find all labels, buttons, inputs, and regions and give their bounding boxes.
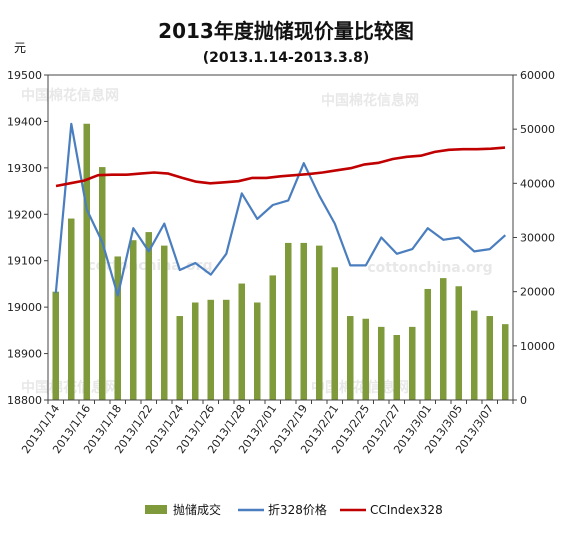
y-left-tick-label: 19000 [7, 301, 42, 314]
series-line [55, 146, 506, 188]
chart-title: 2013年度抛储现价量比较图 [158, 19, 414, 43]
watermark-text: 中国棉花信息网 [321, 92, 419, 109]
y-left-tick-label: 19300 [7, 162, 42, 175]
bar [284, 242, 292, 400]
y-left-tick-label: 18900 [7, 348, 42, 361]
bar [377, 326, 385, 400]
bar [52, 291, 60, 400]
bar [129, 240, 137, 400]
watermark-text: 中国棉花信息网 [21, 87, 119, 104]
bar [114, 256, 122, 400]
y-right-tick-label: 40000 [520, 177, 555, 190]
bar [253, 302, 261, 400]
bar [486, 316, 494, 400]
y-right-tick-label: 60000 [520, 69, 555, 82]
bar [98, 167, 106, 400]
y-right-tick-label: 20000 [520, 286, 555, 299]
legend: 抛储成交 折328价格 CCIndex328 [145, 502, 443, 517]
bar [470, 310, 478, 400]
y-left-tick-label: 18800 [7, 394, 42, 407]
legend-label: 折328价格 [268, 502, 327, 517]
legend-label: 抛储成交 [173, 502, 221, 517]
legend-label: CCIndex328 [370, 503, 443, 517]
bar [176, 316, 184, 400]
bar [67, 218, 75, 400]
y-right-tick-label: 50000 [520, 123, 555, 136]
bar [83, 123, 91, 400]
bar [191, 302, 199, 400]
bar [160, 245, 168, 400]
bar [269, 275, 277, 400]
bar [346, 316, 354, 400]
bar [439, 278, 447, 400]
y-right-tick-label: 10000 [520, 340, 555, 353]
bar [238, 283, 246, 400]
bar [145, 232, 153, 400]
bar [424, 288, 432, 400]
y-left-tick-label: 19500 [7, 69, 42, 82]
bar [362, 318, 370, 400]
y-left-tick-label: 19100 [7, 255, 42, 268]
watermark-text: cottonchina.org [367, 260, 492, 276]
chart-subtitle: (2013.1.14-2013.3.8) [203, 50, 370, 66]
bar [393, 335, 401, 400]
bar [315, 245, 323, 400]
bar [455, 286, 463, 400]
bar [501, 324, 509, 400]
bar [207, 299, 215, 400]
bar [222, 299, 230, 400]
legend-swatch [145, 505, 167, 514]
bar [331, 267, 339, 400]
y-left-tick-label: 19200 [7, 208, 42, 221]
y-left-unit: 元 [14, 41, 26, 55]
y-right-tick-label: 30000 [520, 232, 555, 245]
y-left-tick-label: 19400 [7, 115, 42, 128]
y-right-tick-label: 0 [520, 394, 527, 407]
bar [300, 242, 308, 400]
series-line [54, 122, 507, 297]
bar [408, 326, 416, 400]
plot-area [52, 122, 509, 400]
